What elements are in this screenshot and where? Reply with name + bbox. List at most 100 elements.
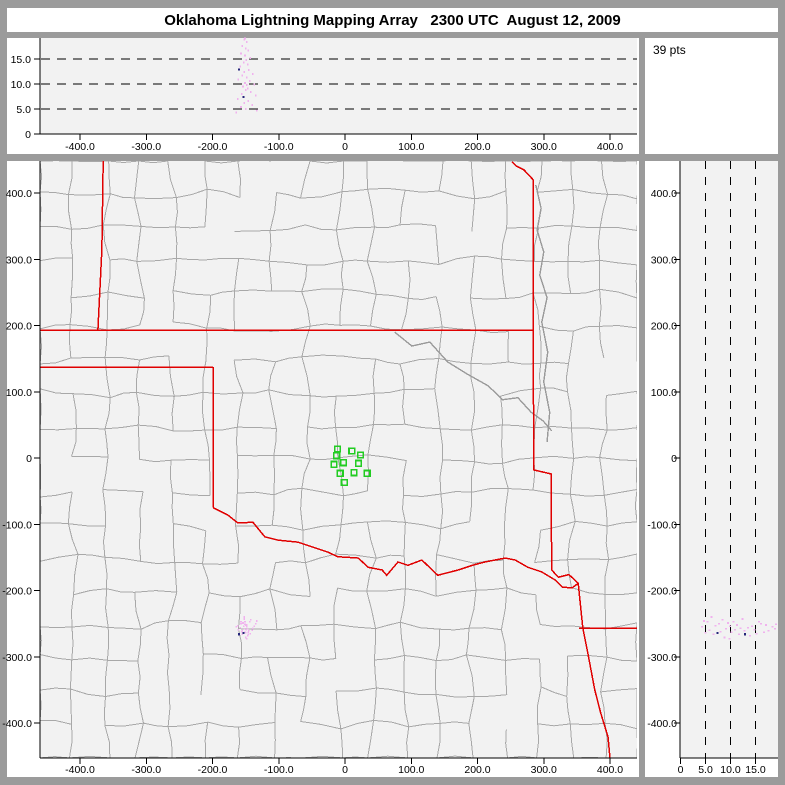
source-point <box>247 633 250 635</box>
source-point <box>242 61 245 64</box>
source-point <box>246 87 249 90</box>
source-point <box>248 80 251 82</box>
point-count-panel: 39 pts <box>645 38 778 154</box>
source-point <box>242 85 244 88</box>
source-point <box>246 84 248 86</box>
source-point <box>743 633 747 636</box>
source-point <box>240 52 242 55</box>
tick-label: 0 <box>342 141 348 153</box>
source-point <box>721 618 724 621</box>
station-marker <box>348 447 356 455</box>
tick-label: 400.0 <box>651 188 677 200</box>
source-point <box>771 626 774 628</box>
source-point <box>239 65 242 68</box>
lma-stations <box>330 445 371 487</box>
tick-label: -400.0 <box>647 718 677 730</box>
tick-label: -300.0 <box>2 652 32 664</box>
source-point <box>701 626 703 628</box>
tick-label: 200.0 <box>651 321 677 333</box>
source-point <box>244 37 246 40</box>
source-point <box>237 68 241 71</box>
source-point <box>743 630 746 632</box>
source-point <box>706 620 709 623</box>
source-point <box>774 628 776 630</box>
source-point <box>729 625 731 628</box>
source-point <box>252 627 254 630</box>
source-point <box>727 622 729 624</box>
tick-label: -200.0 <box>647 586 677 598</box>
source-point <box>245 628 248 631</box>
tick-label: -200.0 <box>198 141 228 153</box>
source-point <box>723 636 726 639</box>
tick-label: 10.0 <box>720 764 741 776</box>
source-point <box>251 104 253 106</box>
tick-label: 400.0 <box>597 764 623 776</box>
source-point <box>245 59 248 61</box>
source-point <box>240 106 242 108</box>
source-point <box>253 625 255 628</box>
tick-label: 100.0 <box>398 764 424 776</box>
source-point <box>246 624 248 626</box>
source-point <box>244 623 246 626</box>
station-marker <box>330 460 338 468</box>
altitude-dashed-guides <box>41 58 757 758</box>
tick-label: 15.0 <box>11 54 32 66</box>
source-point <box>236 98 239 100</box>
station-marker <box>356 451 365 459</box>
source-point <box>242 625 245 628</box>
source-point <box>242 622 244 624</box>
source-point <box>237 78 240 81</box>
tick-label: -100.0 <box>264 764 294 776</box>
source-point <box>730 631 733 633</box>
station-marker <box>350 469 358 477</box>
river-line <box>394 331 553 432</box>
source-point <box>704 632 707 634</box>
source-point <box>244 108 247 110</box>
source-point <box>254 94 257 97</box>
station-marker <box>354 459 363 467</box>
source-point <box>246 76 248 79</box>
source-point <box>256 109 258 112</box>
source-point <box>732 620 735 623</box>
source-point <box>243 102 246 104</box>
source-point <box>235 626 238 628</box>
source-point <box>247 100 250 102</box>
source-point <box>252 73 254 75</box>
source-point <box>240 93 243 95</box>
source-point <box>739 627 742 630</box>
source-point <box>244 54 246 57</box>
source-point <box>235 111 238 114</box>
source-point <box>253 83 255 86</box>
source-point <box>244 632 247 634</box>
source-point <box>747 626 749 629</box>
source-point <box>718 622 720 625</box>
altitude-ns-plot-area[interactable] <box>680 161 778 758</box>
source-point <box>719 630 722 633</box>
tick-label: 100.0 <box>398 141 424 153</box>
source-point <box>237 633 241 636</box>
title-bar: Oklahoma Lightning Mapping Array 2300 UT… <box>7 8 778 32</box>
tick-label: 0 <box>678 764 684 776</box>
source-point <box>760 622 762 625</box>
source-point <box>246 626 248 628</box>
station-marker <box>339 459 347 467</box>
station-marker <box>336 469 344 477</box>
source-point <box>244 82 246 84</box>
source-point <box>249 632 252 635</box>
source-point <box>736 624 738 626</box>
tick-label: 100.0 <box>6 387 32 399</box>
point-count-label: 39 pts <box>653 43 686 57</box>
tick-label: 400.0 <box>597 141 623 153</box>
tick-label: 200.0 <box>6 321 32 333</box>
source-point <box>243 616 246 618</box>
source-point <box>246 41 248 43</box>
source-point <box>728 638 731 640</box>
source-point <box>248 620 251 623</box>
source-point <box>714 624 717 627</box>
tick-label: 300.0 <box>651 254 677 266</box>
altitude-ew-plot-area[interactable] <box>40 38 637 134</box>
station-marker <box>333 452 341 460</box>
source-point <box>775 623 777 626</box>
